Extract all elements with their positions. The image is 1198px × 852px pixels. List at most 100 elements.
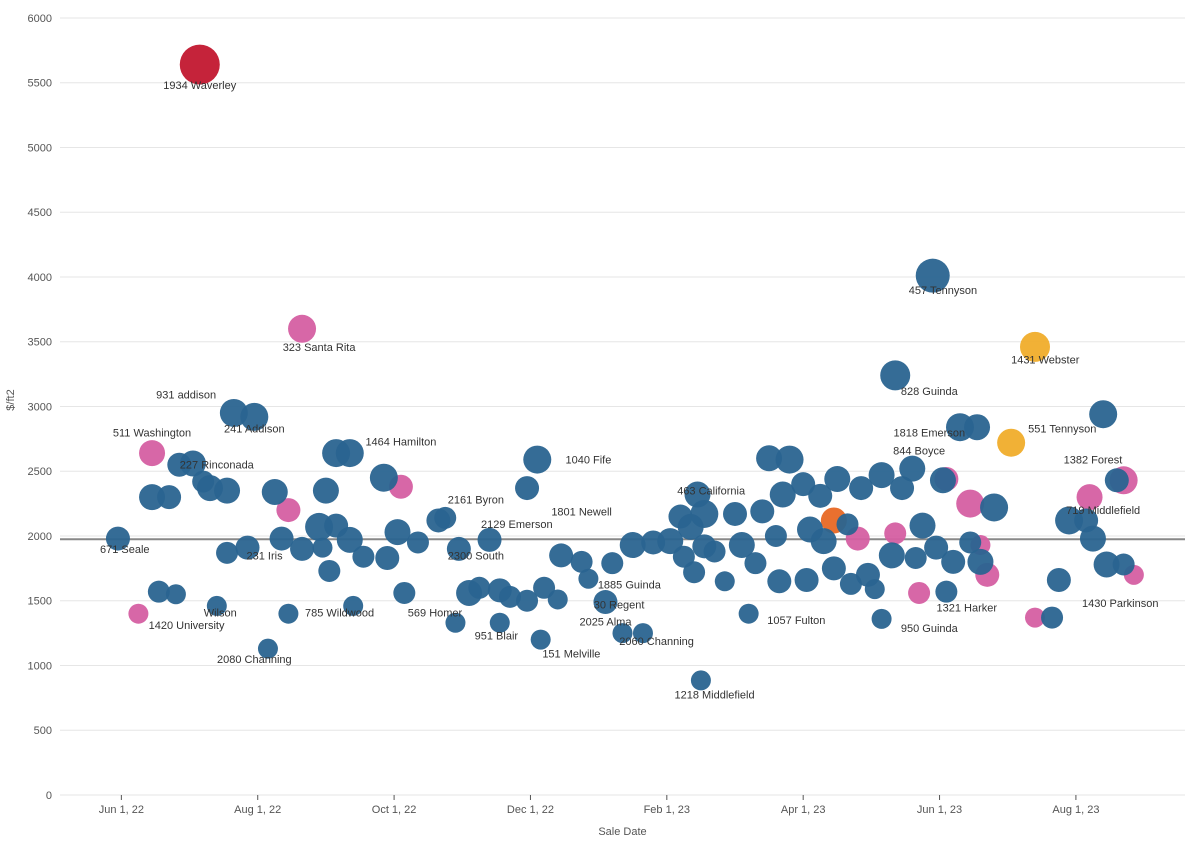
scatter-point[interactable] <box>750 499 774 523</box>
x-axis-label: Sale Date <box>598 826 646 838</box>
scatter-point[interactable] <box>318 560 340 582</box>
y-tick-label: 2500 <box>28 466 52 478</box>
scatter-point[interactable] <box>270 527 294 551</box>
scatter-point[interactable] <box>690 500 718 528</box>
scatter-point[interactable] <box>468 577 490 599</box>
scatter-point[interactable] <box>139 440 165 466</box>
scatter-point[interactable] <box>795 568 819 592</box>
scatter-point[interactable] <box>1041 607 1063 629</box>
y-tick-label: 4500 <box>28 207 52 219</box>
scatter-point[interactable] <box>407 531 429 553</box>
scatter-point[interactable] <box>375 546 399 570</box>
point-label: 671 Seale <box>100 544 150 556</box>
scatter-point[interactable] <box>290 537 314 561</box>
point-label: 2060 Channing <box>619 636 694 648</box>
point-label: 951 Blair <box>475 631 519 643</box>
scatter-point[interactable] <box>336 439 364 467</box>
scatter-point[interactable] <box>884 522 906 544</box>
scatter-point[interactable] <box>523 446 551 474</box>
scatter-point[interactable] <box>879 542 905 568</box>
scatter-point[interactable] <box>967 549 993 575</box>
point-label: 231 Iris <box>247 550 284 562</box>
point-label: 1057 Fulton <box>767 615 825 627</box>
scatter-point[interactable] <box>515 476 539 500</box>
point-label: 511 Washington <box>113 427 191 439</box>
scatter-point[interactable] <box>905 547 927 569</box>
point-label: 1885 Guinda <box>598 579 662 591</box>
scatter-point[interactable] <box>601 552 623 574</box>
scatter-point[interactable] <box>548 589 568 609</box>
point-label: 551 Tennyson <box>1028 423 1096 435</box>
point-label: 30 Regent <box>594 600 645 612</box>
scatter-point[interactable] <box>935 581 957 603</box>
scatter-point[interactable] <box>910 513 936 539</box>
x-tick-label: Jun 1, 22 <box>99 804 144 816</box>
scatter-point[interactable] <box>313 478 339 504</box>
scatter-point[interactable] <box>872 609 892 629</box>
scatter-point[interactable] <box>683 561 705 583</box>
scatter-point[interactable] <box>723 502 747 526</box>
scatter-point[interactable] <box>765 525 787 547</box>
scatter-point[interactable] <box>1080 526 1106 552</box>
scatter-point[interactable] <box>837 513 859 535</box>
scatter-point[interactable] <box>1113 553 1135 575</box>
scatter-point[interactable] <box>776 446 804 474</box>
scatter-chart: 0500100015002000250030003500400045005000… <box>0 0 1198 852</box>
scatter-point[interactable] <box>956 490 984 518</box>
point-label: 241 Addison <box>224 423 285 435</box>
scatter-point[interactable] <box>180 45 220 85</box>
scatter-point[interactable] <box>549 543 573 567</box>
scatter-point[interactable] <box>767 569 791 593</box>
point-label: 2161 Byron <box>448 495 504 507</box>
scatter-point[interactable] <box>744 552 766 574</box>
scatter-point[interactable] <box>128 604 148 624</box>
scatter-point[interactable] <box>478 528 502 552</box>
scatter-point[interactable] <box>166 584 186 604</box>
scatter-point[interactable] <box>262 479 288 505</box>
scatter-point[interactable] <box>964 414 990 440</box>
scatter-point[interactable] <box>715 571 735 591</box>
scatter-point[interactable] <box>1047 568 1071 592</box>
scatter-point[interactable] <box>434 507 456 529</box>
point-label: 719 Middlefield <box>1066 505 1140 517</box>
point-label: 1382 Forest <box>1064 454 1123 466</box>
scatter-point[interactable] <box>811 528 837 554</box>
scatter-point[interactable] <box>980 493 1008 521</box>
scatter-point[interactable] <box>157 485 181 509</box>
scatter-point[interactable] <box>899 456 925 482</box>
scatter-point[interactable] <box>313 538 333 558</box>
scatter-point[interactable] <box>370 464 398 492</box>
point-label: 844 Boyce <box>893 445 945 457</box>
scatter-point[interactable] <box>578 569 598 589</box>
point-label: Wilson <box>204 607 237 619</box>
scatter-point[interactable] <box>393 582 415 604</box>
scatter-point[interactable] <box>941 550 965 574</box>
scatter-point[interactable] <box>930 467 956 493</box>
scatter-point[interactable] <box>908 582 930 604</box>
point-label: 1430 Parkinson <box>1082 598 1158 610</box>
x-tick-label: Dec 1, 22 <box>507 804 554 816</box>
chart-svg: 0500100015002000250030003500400045005000… <box>0 0 1198 852</box>
point-label: 323 Santa Rita <box>283 342 357 354</box>
point-label: 569 Homer <box>408 607 463 619</box>
scatter-point[interactable] <box>1105 468 1129 492</box>
scatter-point[interactable] <box>352 546 374 568</box>
point-label: 2129 Emerson <box>481 519 553 531</box>
scatter-point[interactable] <box>691 670 711 690</box>
scatter-point[interactable] <box>531 630 551 650</box>
scatter-point[interactable] <box>704 541 726 563</box>
scatter-point[interactable] <box>865 579 885 599</box>
scatter-point[interactable] <box>216 542 238 564</box>
scatter-point[interactable] <box>278 604 298 624</box>
x-tick-label: Feb 1, 23 <box>644 804 690 816</box>
scatter-point[interactable] <box>385 519 411 545</box>
scatter-point[interactable] <box>288 315 316 343</box>
scatter-point[interactable] <box>822 556 846 580</box>
point-label: 1934 Waverley <box>163 80 236 92</box>
scatter-point[interactable] <box>739 604 759 624</box>
point-label: 931 addison <box>156 390 216 402</box>
scatter-point[interactable] <box>824 466 850 492</box>
scatter-point[interactable] <box>214 478 240 504</box>
y-tick-label: 5000 <box>28 142 52 154</box>
scatter-point[interactable] <box>997 429 1025 457</box>
